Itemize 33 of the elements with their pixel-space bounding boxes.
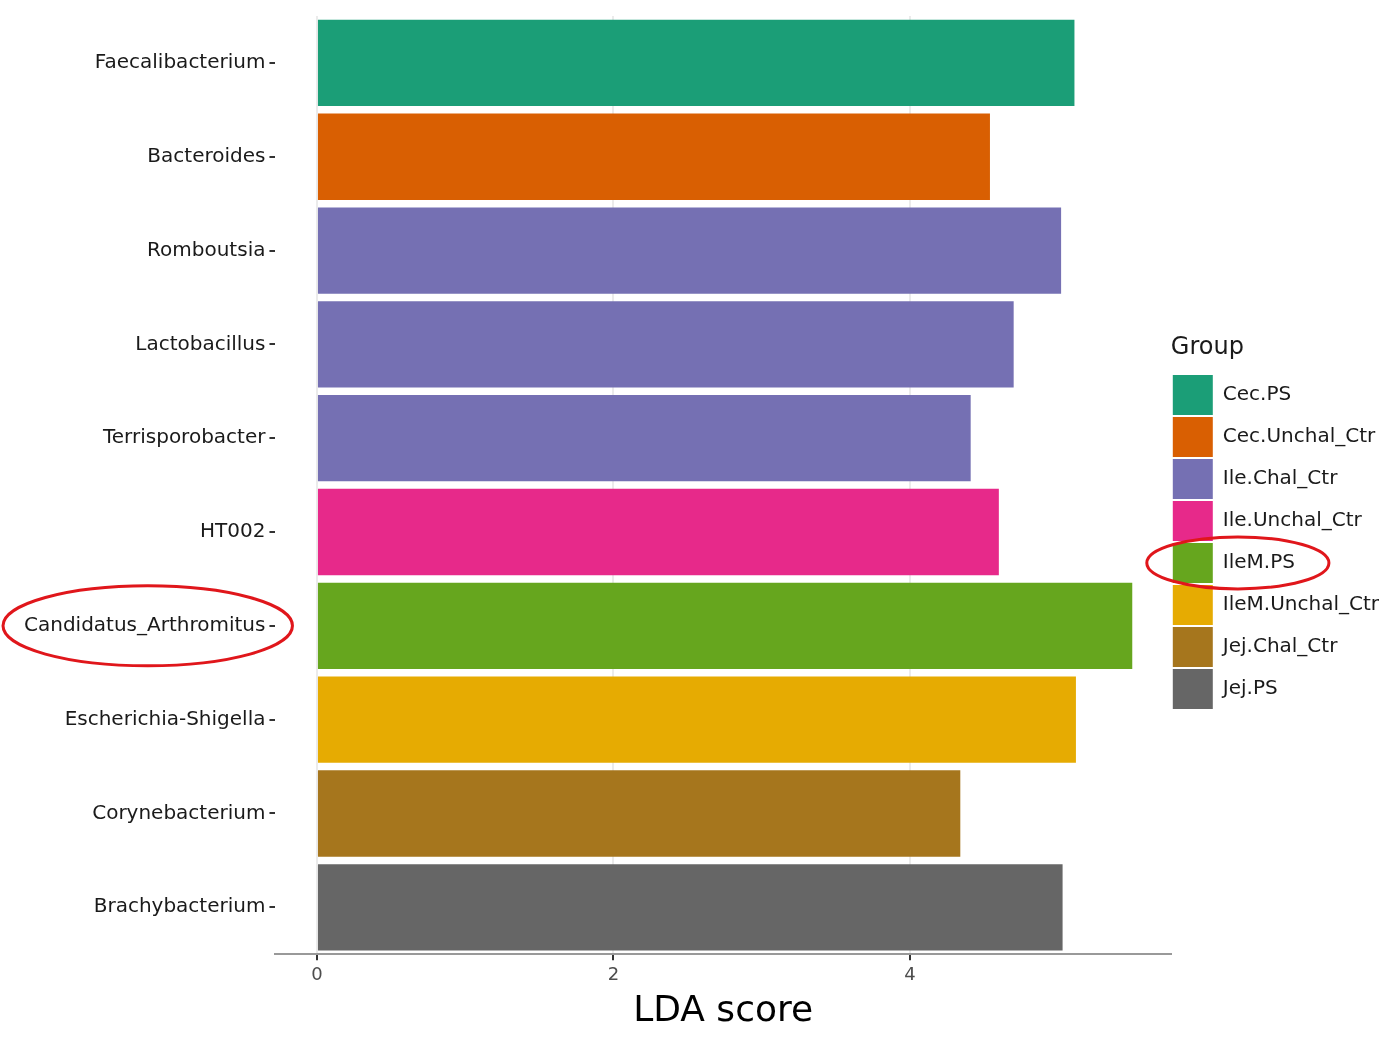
x-tick-label: 4 xyxy=(904,962,916,984)
bar xyxy=(317,207,1062,294)
x-tick-label: 2 xyxy=(607,962,620,984)
bar xyxy=(317,395,971,482)
y-tick-label: Romboutsia xyxy=(147,236,266,261)
y-tick-label: Lactobacillus xyxy=(135,330,266,355)
legend-label: IleM.PS xyxy=(1222,549,1295,574)
y-tick-label: Escherichia-Shigella xyxy=(64,705,266,730)
bar xyxy=(317,113,990,200)
bar xyxy=(317,488,999,576)
bar xyxy=(317,582,1133,669)
bar xyxy=(317,864,1063,951)
legend-label: Cec.Unchal_Ctr xyxy=(1222,423,1377,448)
bar xyxy=(317,301,1014,388)
y-tick-label: HT002 xyxy=(200,518,266,543)
x-axis-title: LDA score xyxy=(633,987,814,1029)
legend-label: Jej.PS xyxy=(1220,675,1278,700)
legend-label: IleM.Unchal_Ctr xyxy=(1222,591,1380,616)
y-tick-label: Faecalibacterium xyxy=(94,49,266,74)
bar xyxy=(317,770,961,857)
bar xyxy=(317,676,1076,763)
x-tick-label: 0 xyxy=(311,962,323,984)
legend-label: Ile.Chal_Ctr xyxy=(1222,465,1339,490)
y-tick-label: Candidatus_Arthromitus xyxy=(23,612,266,637)
legend-label: Jej.Chal_Ctr xyxy=(1220,633,1339,658)
legend-title: Group xyxy=(1170,332,1244,361)
legend-label: Ile.Unchal_Ctr xyxy=(1222,507,1363,532)
y-tick-label: Terrisporobacter xyxy=(101,424,267,449)
legend-label: Cec.PS xyxy=(1222,381,1292,406)
y-tick-label: Brachybacterium xyxy=(93,893,266,918)
y-tick-label: Bacteroides xyxy=(147,142,266,167)
y-tick-label: Corynebacterium xyxy=(92,799,266,824)
bar xyxy=(317,19,1075,107)
